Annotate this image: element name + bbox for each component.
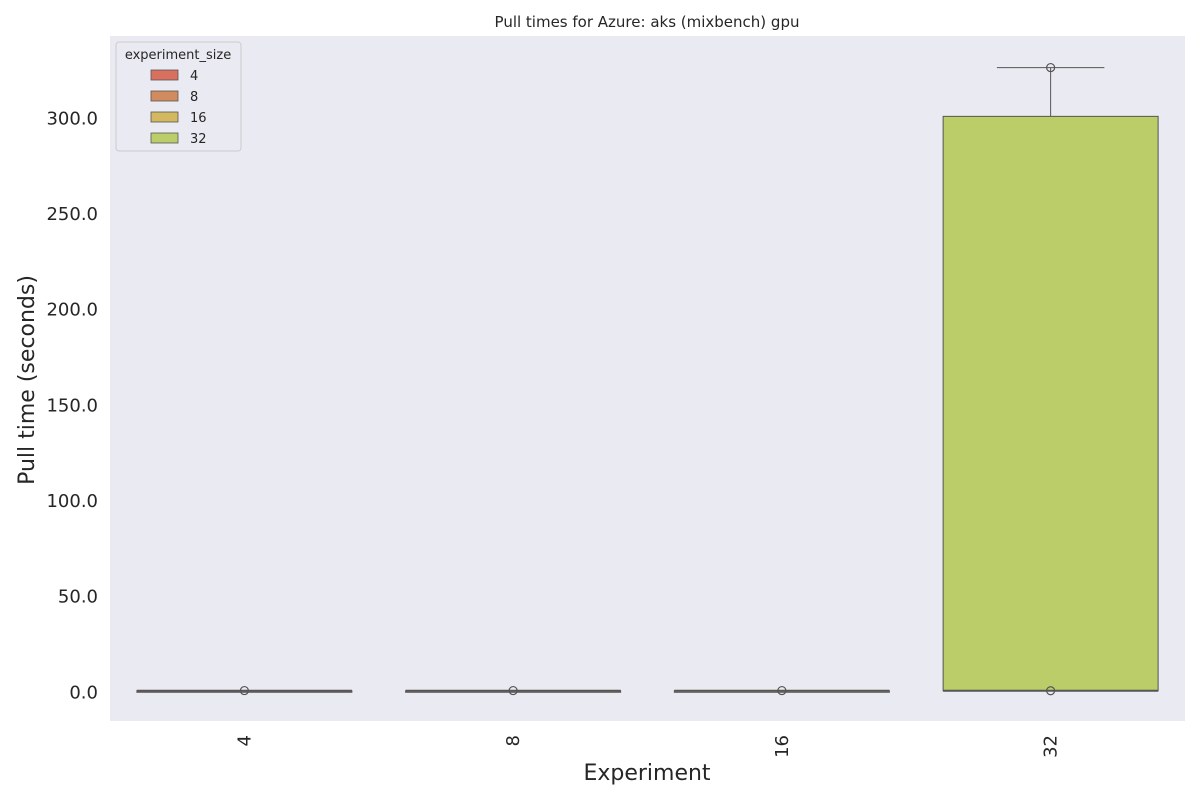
legend-item-4: 4	[150, 69, 198, 84]
y-axis-ticks: 0.0 50.0 100.0 150.0 200.0 250.0 300.0	[46, 108, 98, 703]
legend-label: 8	[190, 90, 198, 105]
box-group-8	[405, 685, 622, 696]
x-tick-label: 32	[1041, 735, 1062, 758]
y-tick-label: 0.0	[69, 682, 98, 703]
x-axis-title: Experiment	[583, 761, 710, 786]
legend-swatch	[150, 132, 179, 144]
legend-title: experiment_size	[125, 48, 231, 63]
legend-frame	[115, 41, 242, 152]
legend-swatch	[150, 111, 179, 123]
outlier-point	[1046, 686, 1056, 696]
outlier-point	[239, 685, 249, 696]
y-tick-label: 100.0	[46, 491, 98, 512]
boxes-layer	[136, 62, 1159, 696]
legend: experiment_size 4 8 16 32	[115, 41, 242, 152]
legend-swatch	[150, 90, 179, 102]
box-group-32	[942, 62, 1159, 696]
legend-item-8: 8	[150, 90, 198, 105]
x-tick-label: 16	[772, 735, 793, 758]
box-group-4	[136, 685, 353, 696]
legend-label: 32	[190, 132, 207, 147]
y-tick-label: 50.0	[58, 587, 98, 608]
y-tick-label: 150.0	[46, 395, 98, 416]
x-tick-label: 4	[234, 735, 255, 746]
y-tick-label: 200.0	[46, 300, 98, 321]
y-tick-label: 300.0	[46, 108, 98, 129]
x-axis-ticks: 4 8 16 32	[234, 735, 1061, 758]
legend-label: 16	[190, 111, 207, 126]
chart-title: Pull times for Azure: aks (mixbench) gpu	[495, 13, 800, 31]
x-tick-label: 8	[503, 735, 524, 746]
y-axis-title: Pull time (seconds)	[15, 275, 40, 485]
y-tick-label: 250.0	[46, 204, 98, 225]
legend-swatch	[150, 69, 179, 81]
outlier-point	[1046, 62, 1056, 73]
legend-item-16: 16	[150, 111, 207, 126]
legend-label: 4	[190, 69, 198, 84]
outlier-point	[777, 685, 787, 696]
legend-items: 4 8 16 32	[150, 69, 207, 147]
outlier-point	[508, 685, 518, 696]
box-32	[942, 115, 1159, 692]
box-group-16	[673, 685, 890, 696]
legend-item-32: 32	[150, 132, 207, 147]
